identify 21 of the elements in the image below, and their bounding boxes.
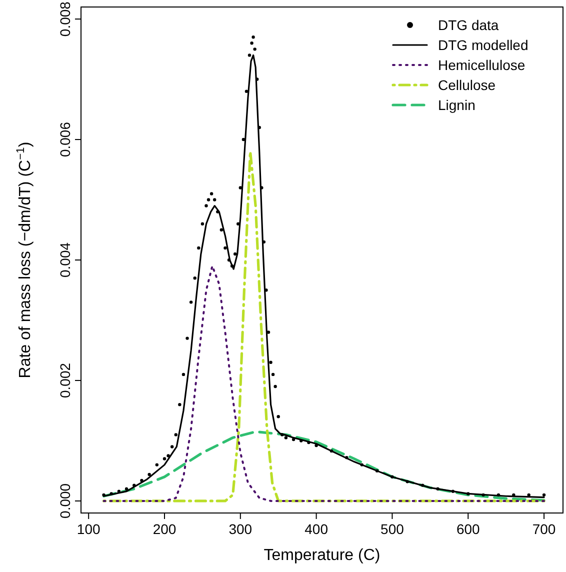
x-tick-label: 200 — [152, 521, 176, 537]
x-axis-title: Temperature (C) — [264, 547, 380, 564]
line-series — [102, 430, 546, 502]
x-tick-label: 100 — [76, 521, 100, 537]
x-tick-label: 500 — [380, 521, 404, 537]
y-tick-label: 0.008 — [57, 1, 73, 37]
legend-label: DTG modelled — [438, 37, 528, 53]
line-series — [102, 150, 546, 502]
x-tick-label: 700 — [532, 521, 556, 537]
legend-label: Hemicellulose — [438, 57, 526, 73]
line-series — [102, 265, 546, 502]
x-tick-label: 400 — [304, 521, 328, 537]
y-tick-label: 0.002 — [57, 362, 73, 398]
x-tick-label: 300 — [228, 521, 252, 537]
legend-label: Cellulose — [438, 77, 496, 93]
legend-label: DTG data — [438, 17, 499, 33]
y-tick-label: 0.004 — [57, 242, 73, 278]
y-tick-label: 0.000 — [57, 483, 73, 518]
x-tick-label: 600 — [456, 521, 480, 537]
y-tick-label: 0.006 — [57, 122, 73, 158]
legend-label: Lignin — [438, 97, 476, 113]
